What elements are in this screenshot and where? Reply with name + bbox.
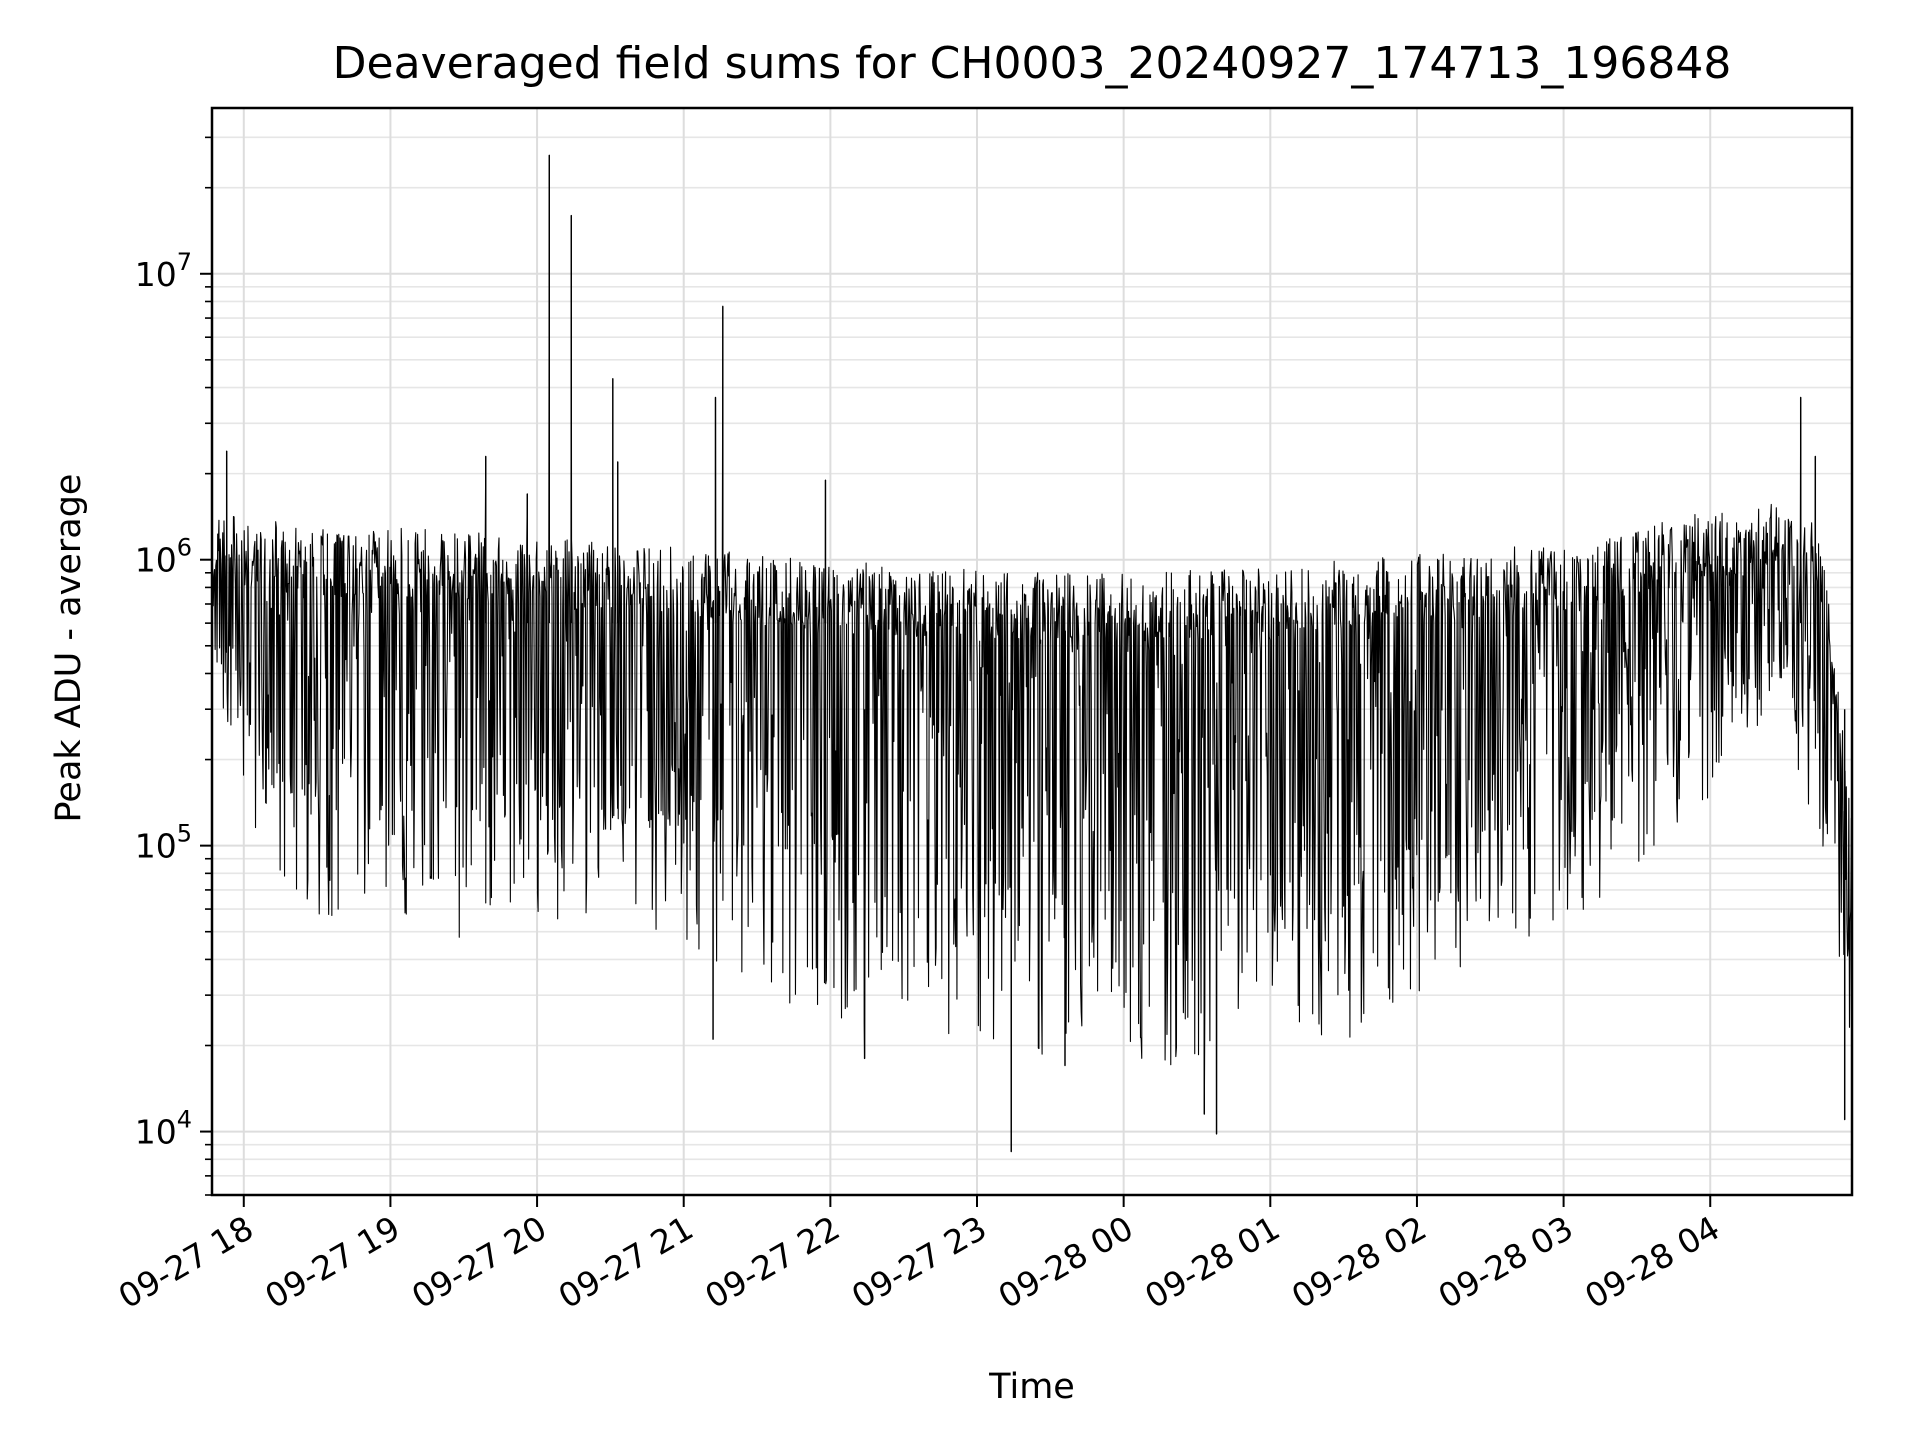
y-tick-label: 106 — [135, 534, 192, 580]
chart-title: Deaveraged field sums for CH0003_2024092… — [333, 38, 1732, 89]
series-line — [211, 154, 1853, 1153]
data-series — [211, 154, 1853, 1153]
x-axis-label: Time — [988, 1367, 1075, 1407]
y-axis-label: Peak ADU - average — [49, 474, 89, 823]
major-grid — [212, 108, 1852, 1195]
y-tick-label: 105 — [135, 820, 192, 866]
y-axis-ticks: 104 105 106 107 — [135, 136, 212, 1196]
plot-frame — [210, 106, 1854, 1197]
y-tick-label: 104 — [135, 1106, 192, 1152]
y-tick-label: 107 — [135, 248, 192, 294]
